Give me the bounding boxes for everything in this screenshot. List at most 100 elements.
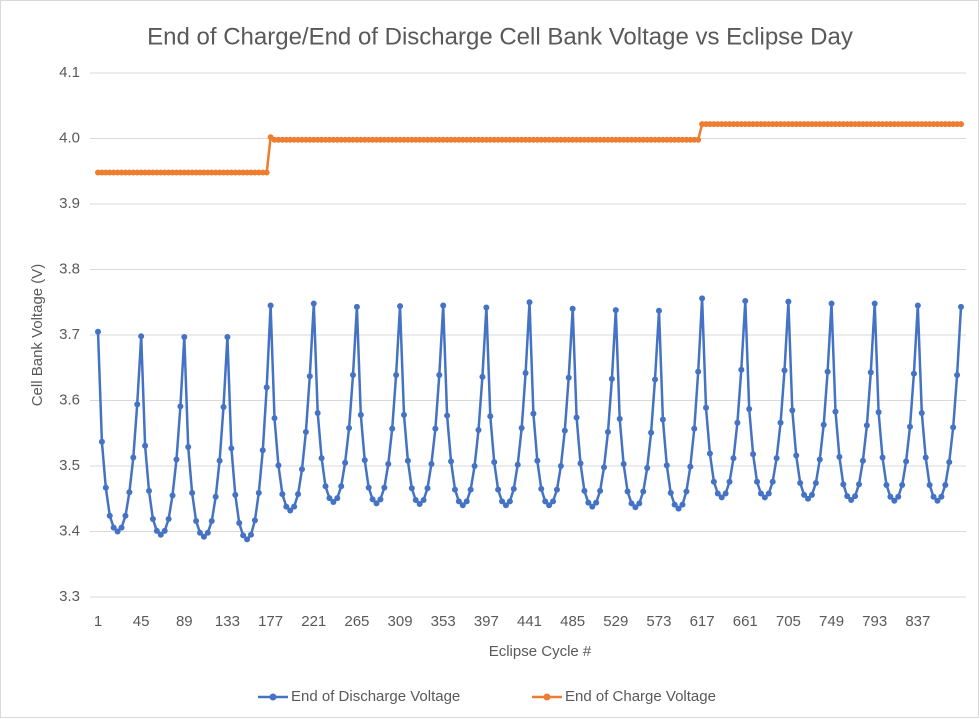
point bbox=[153, 527, 160, 534]
point bbox=[875, 409, 882, 416]
point bbox=[907, 423, 914, 430]
point bbox=[922, 454, 929, 461]
point bbox=[212, 493, 219, 500]
point bbox=[455, 498, 462, 505]
point bbox=[118, 524, 125, 531]
point bbox=[687, 463, 694, 470]
point bbox=[930, 493, 937, 500]
x-tick-label: 1 bbox=[94, 613, 102, 630]
point bbox=[138, 333, 145, 340]
x-tick-label: 441 bbox=[517, 613, 542, 630]
point bbox=[903, 458, 910, 465]
chart-title: End of Charge/End of Discharge Cell Bank… bbox=[147, 23, 853, 50]
point bbox=[691, 425, 698, 432]
point bbox=[208, 518, 215, 525]
point bbox=[958, 121, 964, 128]
point bbox=[196, 529, 203, 536]
point bbox=[557, 463, 564, 469]
point bbox=[636, 500, 643, 507]
point bbox=[247, 531, 254, 538]
point bbox=[145, 487, 152, 494]
point bbox=[173, 456, 180, 463]
point bbox=[871, 300, 878, 307]
point bbox=[267, 302, 274, 309]
point bbox=[675, 505, 682, 512]
point bbox=[185, 444, 192, 451]
point bbox=[263, 169, 270, 176]
y-tick-label: 3.7 bbox=[59, 326, 80, 343]
point bbox=[263, 384, 270, 391]
point bbox=[467, 486, 474, 493]
x-tick-label: 793 bbox=[862, 613, 887, 630]
x-tick-label: 89 bbox=[176, 613, 193, 630]
point bbox=[122, 512, 129, 519]
x-tick-label: 397 bbox=[474, 613, 499, 630]
point bbox=[463, 498, 470, 505]
point bbox=[275, 462, 282, 469]
point bbox=[495, 486, 502, 493]
point bbox=[440, 302, 447, 309]
point bbox=[683, 488, 690, 495]
point bbox=[487, 413, 494, 420]
point bbox=[824, 368, 831, 375]
point bbox=[738, 366, 745, 373]
point bbox=[573, 414, 580, 421]
point bbox=[914, 302, 921, 309]
point bbox=[522, 369, 529, 376]
legend-marker bbox=[543, 693, 551, 701]
point bbox=[302, 428, 309, 435]
point bbox=[451, 486, 458, 493]
point bbox=[950, 424, 957, 431]
y-tick-label: 3.5 bbox=[59, 457, 80, 474]
legend-item: End of Charge Voltage bbox=[532, 688, 716, 705]
point bbox=[373, 500, 380, 507]
point bbox=[852, 493, 859, 500]
point bbox=[703, 404, 710, 411]
point bbox=[283, 503, 290, 510]
point bbox=[561, 427, 568, 434]
point bbox=[338, 483, 345, 490]
point bbox=[895, 493, 902, 500]
point bbox=[769, 478, 776, 485]
point bbox=[310, 300, 317, 307]
point bbox=[577, 460, 584, 467]
series bbox=[95, 295, 964, 543]
x-tick-label: 529 bbox=[603, 613, 628, 630]
point bbox=[181, 333, 188, 340]
point bbox=[251, 517, 258, 524]
point bbox=[416, 500, 423, 507]
point bbox=[887, 493, 894, 500]
point bbox=[295, 491, 302, 498]
x-tick-label: 661 bbox=[733, 613, 758, 630]
point bbox=[695, 136, 702, 143]
point bbox=[400, 411, 407, 418]
point bbox=[652, 376, 659, 383]
point bbox=[726, 478, 733, 485]
point bbox=[812, 480, 819, 487]
point bbox=[236, 519, 243, 526]
point bbox=[361, 457, 368, 464]
point bbox=[663, 462, 670, 469]
point bbox=[714, 490, 721, 497]
point bbox=[471, 463, 478, 469]
point bbox=[754, 478, 761, 485]
point bbox=[142, 442, 149, 449]
point bbox=[601, 464, 608, 471]
point bbox=[742, 297, 749, 304]
point bbox=[279, 491, 286, 498]
point bbox=[385, 461, 392, 468]
point bbox=[514, 461, 521, 468]
point bbox=[550, 498, 557, 505]
point bbox=[381, 484, 388, 491]
y-tick-label: 3.4 bbox=[59, 522, 80, 539]
point bbox=[165, 516, 172, 523]
point bbox=[608, 375, 615, 382]
series bbox=[95, 121, 964, 176]
point bbox=[946, 459, 953, 466]
point bbox=[412, 497, 419, 504]
point bbox=[781, 367, 788, 374]
point bbox=[353, 303, 360, 310]
x-tick-label: 45 bbox=[133, 613, 150, 630]
